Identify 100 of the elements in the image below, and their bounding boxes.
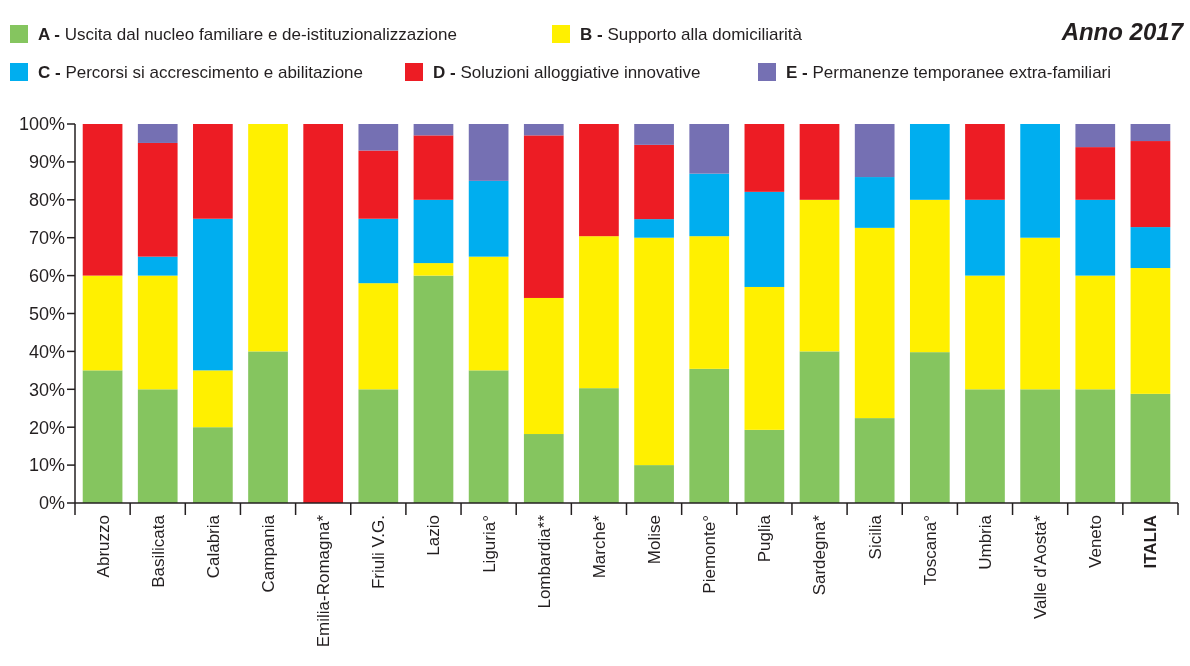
bar xyxy=(193,218,233,371)
bar xyxy=(854,418,895,503)
x-tick-label: Sicilia xyxy=(865,514,885,560)
legend-label: D - Soluzioni alloggiative innovative xyxy=(433,63,701,82)
y-tick-label: 40% xyxy=(28,341,65,362)
bar xyxy=(523,434,564,503)
x-tick-label: Lombardia** xyxy=(534,514,554,609)
bar xyxy=(634,465,674,503)
bar xyxy=(909,352,950,503)
bar xyxy=(1130,268,1171,394)
bar xyxy=(854,177,895,228)
y-tick-label: 10% xyxy=(28,455,65,476)
bar xyxy=(468,124,509,181)
bar xyxy=(413,263,454,276)
x-tick-label: Piemonte° xyxy=(700,515,720,594)
x-tick-label: Emilia-Romagna* xyxy=(314,514,334,648)
bar xyxy=(1020,237,1060,390)
bar xyxy=(137,256,178,276)
bar xyxy=(1130,393,1171,503)
y-tick-label: 70% xyxy=(28,228,65,248)
bar xyxy=(634,219,674,238)
y-tick-label: 30% xyxy=(28,379,65,400)
y-tick-label: 60% xyxy=(28,265,65,286)
bar xyxy=(523,135,564,298)
y-tick-label: 80% xyxy=(28,190,65,211)
bar xyxy=(965,389,1005,503)
bar xyxy=(689,173,730,237)
x-tick-label: Basilicata xyxy=(148,514,168,588)
bar xyxy=(579,124,619,237)
bar xyxy=(744,191,785,287)
bar xyxy=(689,124,730,174)
bar xyxy=(854,124,895,178)
x-tick-label: Abruzzo xyxy=(93,515,113,578)
chart-title: Anno 2017 xyxy=(1060,18,1185,45)
y-tick-label: 100% xyxy=(18,114,65,135)
bar xyxy=(468,256,509,371)
x-tick-label: Toscana° xyxy=(920,515,940,586)
bar xyxy=(634,144,674,220)
x-tick-label: Marche* xyxy=(589,514,609,579)
bar xyxy=(965,199,1005,276)
bar xyxy=(744,429,785,503)
bar xyxy=(358,218,399,284)
y-tick-label: 50% xyxy=(28,303,65,324)
bar xyxy=(193,370,233,428)
x-tick-label: Umbria xyxy=(975,514,995,570)
x-tick-label: Sardegna* xyxy=(810,514,830,596)
bar xyxy=(1020,389,1060,503)
bar xyxy=(413,275,454,503)
bar xyxy=(909,124,950,200)
x-tick-label: Liguria° xyxy=(479,515,499,573)
bar xyxy=(1075,147,1116,200)
bar xyxy=(744,286,785,430)
bar xyxy=(413,199,454,264)
bar xyxy=(358,283,399,390)
bar xyxy=(1130,124,1171,142)
bar xyxy=(1075,124,1116,148)
bar xyxy=(909,199,950,353)
bar xyxy=(1075,275,1116,390)
x-tick-label: Calabria xyxy=(203,514,223,579)
bar xyxy=(799,199,840,352)
bar xyxy=(634,237,674,466)
y-tick-label: 20% xyxy=(28,417,65,438)
bar xyxy=(82,124,123,276)
x-tick-label: Puglia xyxy=(755,514,775,563)
bar xyxy=(137,389,178,503)
bar xyxy=(634,124,674,145)
bar xyxy=(248,351,288,503)
bar xyxy=(1130,227,1171,269)
x-tick-label: Friuli V.G. xyxy=(369,515,389,590)
bar xyxy=(579,388,619,503)
bar xyxy=(358,150,399,219)
x-tick-label: Valle d'Aosta* xyxy=(1031,514,1051,620)
bar xyxy=(303,124,344,503)
bar xyxy=(137,124,178,143)
bar xyxy=(1130,141,1171,228)
bar xyxy=(1020,124,1060,238)
bar xyxy=(579,236,619,389)
bar xyxy=(523,124,564,136)
bar xyxy=(965,124,1005,200)
y-tick-label: 90% xyxy=(28,152,65,173)
bar xyxy=(744,124,785,192)
legend-label: C - Percorsi si accrescimento e abilitazione xyxy=(38,63,364,82)
bar xyxy=(82,275,123,371)
x-tick-label: Lazio xyxy=(424,515,444,556)
x-tick-label: ITALIA xyxy=(1141,515,1161,569)
bar xyxy=(689,368,730,503)
legend-label: B - Supporto alla domiciliarità xyxy=(580,25,803,44)
bar xyxy=(468,180,509,257)
bar xyxy=(137,275,178,390)
legend-label: A - Uscita dal nucleo familiare e de-istituzionalizzazione xyxy=(38,25,457,44)
bar xyxy=(358,389,399,503)
y-tick-label: 0% xyxy=(38,493,65,514)
bar xyxy=(1075,199,1116,276)
bar xyxy=(193,427,233,503)
bar xyxy=(82,370,123,503)
bar xyxy=(248,124,288,352)
bar xyxy=(193,124,233,219)
bar xyxy=(689,236,730,369)
bar xyxy=(137,142,178,257)
bar xyxy=(799,124,840,200)
